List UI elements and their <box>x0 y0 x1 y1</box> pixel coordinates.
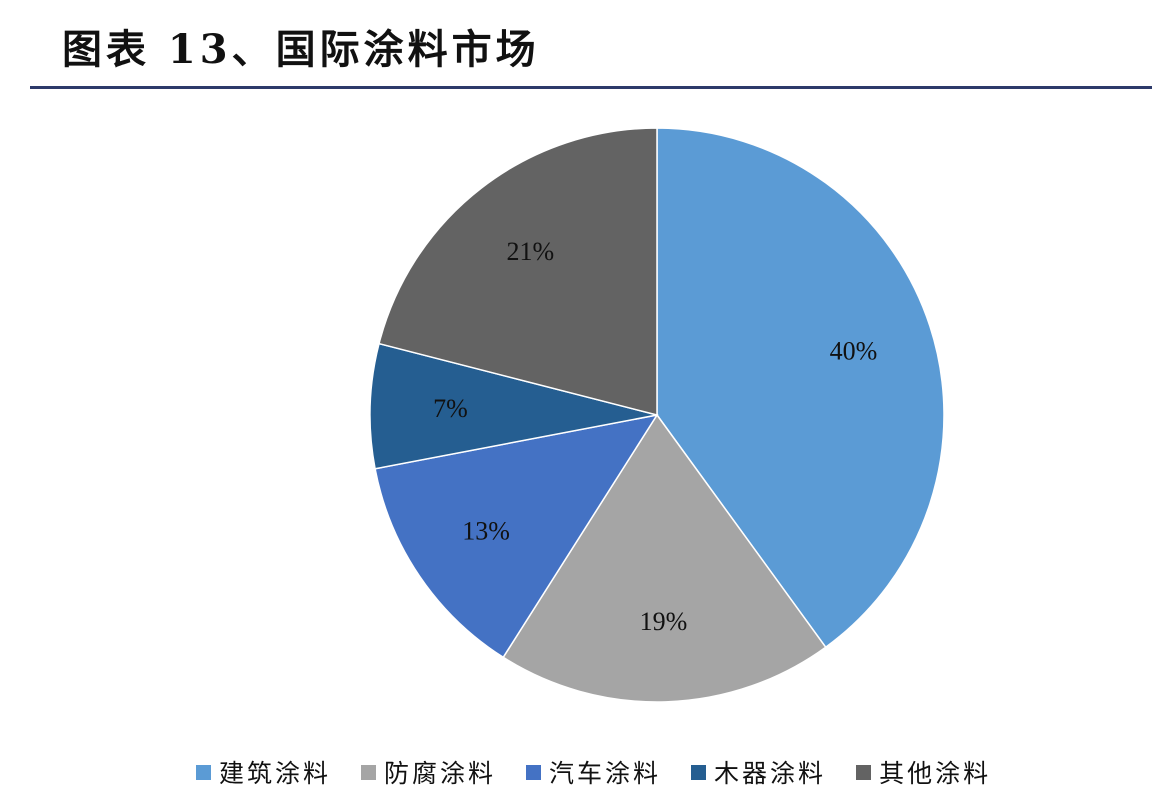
legend-swatch <box>691 764 707 780</box>
legend-label: 木器涂料 <box>714 759 827 788</box>
legend-label: 汽车涂料 <box>549 759 662 788</box>
pie-data-label-4: 7% <box>433 394 468 423</box>
legend-label: 建筑涂料 <box>219 759 332 788</box>
legend-item-3: 汽车涂料 <box>526 754 661 790</box>
legend-item-1: 建筑涂料 <box>196 754 331 790</box>
pie-chart: 40% 19% 13% 7% 21% <box>369 127 945 703</box>
chart-legend: 建筑涂料 防腐涂料 汽车涂料 木器涂料 其他涂料 <box>196 752 1152 792</box>
legend-swatch <box>856 764 872 780</box>
legend-item-2: 防腐涂料 <box>361 754 496 790</box>
title-divider <box>30 86 1152 89</box>
pie-data-label-2: 19% <box>640 607 688 636</box>
legend-label: 其他涂料 <box>879 759 992 788</box>
pie-slice-1 <box>656 127 945 649</box>
legend-item-5: 其他涂料 <box>856 754 991 790</box>
pie-slice-3 <box>374 413 659 659</box>
pie-data-label-5: 21% <box>506 237 554 266</box>
legend-swatch <box>361 764 377 780</box>
legend-swatch <box>526 764 542 780</box>
page-title: 图表 13、国际涂料市场 <box>62 26 540 73</box>
pie-slice-4 <box>369 342 658 470</box>
pie-data-label-3: 13% <box>462 517 510 546</box>
legend-item-4: 木器涂料 <box>691 754 826 790</box>
pie-data-label-1: 40% <box>830 337 878 366</box>
legend-swatch <box>196 764 211 780</box>
pie-slice-5 <box>378 127 658 416</box>
legend-label: 防腐涂料 <box>384 759 497 788</box>
pie-slice-2 <box>502 413 827 703</box>
